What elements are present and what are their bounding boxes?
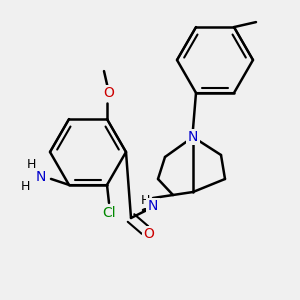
Text: H: H — [26, 158, 36, 171]
Text: Cl: Cl — [102, 206, 116, 220]
Text: N: N — [36, 170, 46, 184]
Text: N: N — [188, 130, 198, 144]
Text: O: O — [103, 86, 114, 100]
Text: H: H — [140, 194, 150, 206]
Text: O: O — [144, 227, 154, 241]
Text: N: N — [148, 199, 158, 213]
Text: H: H — [20, 180, 30, 194]
